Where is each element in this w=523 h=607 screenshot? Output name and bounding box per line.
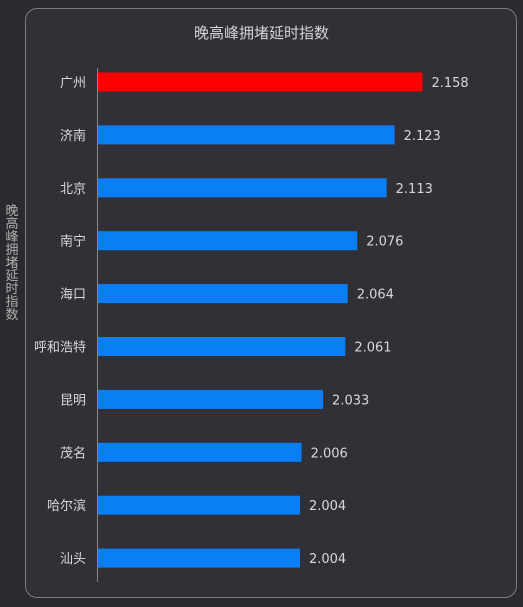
value-label: 2.158 [431,76,468,91]
category-label: 汕头 [60,552,86,567]
category-label: 海口 [60,288,86,303]
bar [98,125,395,145]
category-label: 茂名 [60,445,86,461]
bar [98,72,423,92]
bar [98,337,346,356]
category-label: 哈尔滨 [47,498,86,514]
value-label: 2.123 [404,129,441,144]
value-label: 2.064 [357,288,394,303]
bar [98,442,302,462]
bar [98,231,358,251]
bar [98,178,387,198]
value-label: 2.006 [311,446,348,461]
category-label: 南宁 [60,234,86,250]
category-label: 呼和浩特 [34,341,86,356]
value-label: 2.113 [396,182,433,197]
value-label: 2.061 [354,341,391,356]
value-label: 2.033 [332,393,369,408]
bar [98,284,348,304]
bar [98,389,324,409]
value-label: 2.004 [309,499,346,514]
bar [98,495,300,515]
category-label: 济南 [60,128,86,144]
bars-group: 广州 2.158 济南 2.123 北京 2.113 南宁 2.076 海口 2.064 呼和浩特 2… [34,72,469,568]
value-label: 2.004 [309,552,346,567]
category-label: 北京 [60,182,86,197]
y-axis-label: 晚高峰拥堵延时指数 [5,204,19,323]
value-label: 2.076 [366,235,403,250]
category-label: 昆明 [60,393,86,408]
category-label: 广州 [60,76,86,91]
chart-title: 晚高峰拥堵延时指数 [193,24,329,42]
bar [98,548,300,568]
